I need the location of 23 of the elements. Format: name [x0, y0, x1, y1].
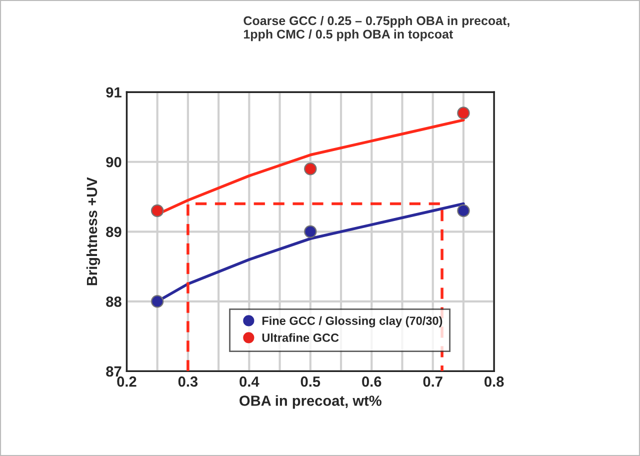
point [304, 162, 317, 176]
chart-title: Coarse GCC / 0.25 – 0.75pph OBA in precoat, 1pph CMC / 0.5 pph OBA in topcoat [244, 16, 510, 42]
y-tick-label: 89 [106, 226, 122, 238]
legend-label: Fine GCC / Glossing clay (70/30) [262, 316, 442, 328]
point [304, 225, 317, 238]
x-tick-label: 0.7 [423, 376, 442, 387]
point [457, 106, 470, 120]
point [150, 295, 164, 308]
x-tick-label: 0.2 [117, 376, 136, 387]
x-tick-label: 0.8 [484, 376, 504, 387]
point [150, 204, 164, 218]
y-axis-title: Brightness +UV [86, 177, 100, 286]
x-tick-label: 0.6 [362, 376, 382, 387]
y-tick-label: 88 [106, 296, 122, 307]
legend-label: Ultrafine GCC [262, 333, 339, 342]
y-tick-label: 91 [106, 87, 122, 98]
x-tick-label: 0.5 [300, 376, 320, 387]
y-tick-label: 90 [106, 156, 122, 168]
y-tick-label: 87 [106, 366, 122, 377]
point [457, 204, 470, 218]
x-axis-title: OBA in precoat, wt% [240, 395, 382, 409]
x-tick-label: 0.4 [240, 376, 260, 387]
x-tick-label: 0.3 [178, 376, 198, 387]
